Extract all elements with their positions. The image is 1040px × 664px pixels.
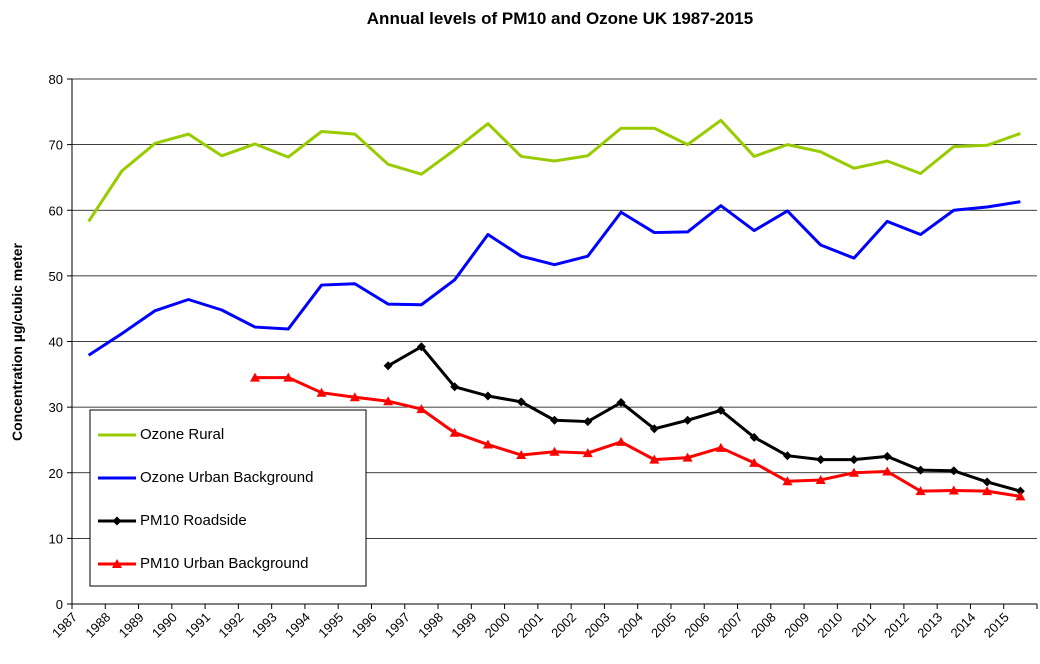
marker: [682, 452, 693, 462]
marker: [916, 465, 926, 475]
marker: [882, 451, 892, 461]
marker: [383, 396, 394, 406]
y-tick-label: 40: [49, 335, 63, 350]
series-line: [87, 118, 1021, 223]
x-tick-label: 2015: [981, 610, 1012, 641]
marker: [982, 477, 992, 487]
x-tick-label: 1988: [82, 610, 113, 641]
legend: Ozone Rural Ozone Urban Background PM10 Ro…: [89, 409, 367, 587]
marker: [516, 397, 526, 407]
marker: [815, 474, 826, 484]
x-tick-label: 2000: [482, 610, 513, 641]
marker: [915, 486, 926, 496]
x-tick-label: 2009: [781, 610, 812, 641]
x-tick-label: 1989: [116, 610, 147, 641]
x-tick-label: 1995: [315, 610, 346, 641]
marker: [416, 342, 426, 352]
series-line: [387, 345, 1021, 493]
marker: [316, 387, 327, 397]
marker: [716, 405, 726, 415]
y-tick-label: 30: [49, 400, 63, 415]
marker: [582, 448, 593, 458]
marker: [383, 361, 393, 371]
x-tick-label: 1996: [349, 610, 380, 641]
marker: [683, 415, 693, 425]
legend-label: PM10 Urban Background: [140, 555, 308, 572]
marker: [1015, 491, 1026, 501]
x-tick-label: 2011: [848, 610, 878, 640]
x-tick-label: 2014: [948, 610, 979, 641]
x-tick-label: 2013: [914, 610, 945, 641]
marker: [616, 436, 627, 446]
x-tick-label: 2012: [881, 610, 912, 641]
y-axis-label: Concentration µg/cubic meter: [9, 243, 25, 441]
x-tick-label: 2004: [615, 610, 646, 641]
marker: [516, 450, 527, 460]
marker: [283, 372, 294, 382]
y-tick-label: 80: [49, 72, 63, 87]
marker: [749, 457, 760, 467]
series-line: [255, 376, 1021, 498]
x-tick-label: 1987: [49, 610, 80, 641]
marker: [749, 432, 759, 442]
y-tick-label: 0: [56, 597, 63, 612]
marker: [450, 382, 460, 392]
y-tick-label: 50: [49, 269, 63, 284]
marker: [849, 455, 859, 465]
marker: [583, 417, 593, 427]
marker: [112, 516, 122, 526]
marker: [550, 415, 559, 425]
marker: [649, 424, 659, 434]
y-tick-label: 10: [49, 531, 63, 546]
marker: [715, 442, 726, 452]
x-tick-label: 2010: [814, 610, 845, 641]
marker: [250, 372, 261, 382]
x-tick-label: 2001: [515, 610, 546, 641]
y-tick-label: 70: [49, 138, 63, 153]
marker: [948, 485, 959, 495]
x-tick-label: 1999: [448, 610, 479, 641]
marker: [482, 439, 493, 449]
legend-label: Ozone Rural: [140, 426, 224, 443]
legend-box: [89, 409, 367, 587]
legend-label: Ozone Urban Background: [140, 469, 313, 486]
y-tick-label: 20: [49, 466, 63, 481]
marker: [782, 476, 793, 486]
x-tick-label: 2003: [581, 610, 612, 641]
series-line: [87, 200, 1021, 357]
legend-label: PM10 Roadside: [140, 512, 247, 529]
marker: [416, 404, 427, 414]
x-tick-label: 1998: [415, 610, 446, 641]
x-tick-label: 1993: [249, 610, 280, 641]
x-tick-label: 2007: [715, 610, 746, 641]
marker: [816, 455, 826, 465]
marker: [349, 392, 360, 402]
x-tick-label: 2002: [548, 610, 579, 641]
marker: [616, 398, 626, 408]
x-tick-label: 2008: [748, 610, 779, 641]
marker: [549, 446, 560, 456]
x-tick-label: 2006: [681, 610, 712, 641]
marker: [449, 427, 460, 437]
y-tick-label: 60: [49, 203, 63, 218]
x-tick-label: 1994: [282, 610, 313, 641]
x-tick-label: 2005: [648, 610, 679, 641]
marker: [1015, 486, 1025, 496]
marker: [782, 451, 792, 461]
marker: [483, 391, 493, 401]
marker: [982, 486, 993, 496]
marker: [112, 559, 122, 568]
marker: [848, 467, 859, 477]
marker: [649, 454, 660, 464]
marker: [882, 466, 893, 476]
x-tick-label: 1990: [149, 610, 180, 641]
marker: [949, 466, 959, 476]
x-tick-label: 1997: [382, 610, 413, 641]
x-tick-label: 1991: [182, 610, 213, 641]
chart-title: Annual levels of PM10 and Ozone UK 1987-…: [367, 9, 753, 28]
x-tick-label: 1992: [215, 610, 246, 641]
